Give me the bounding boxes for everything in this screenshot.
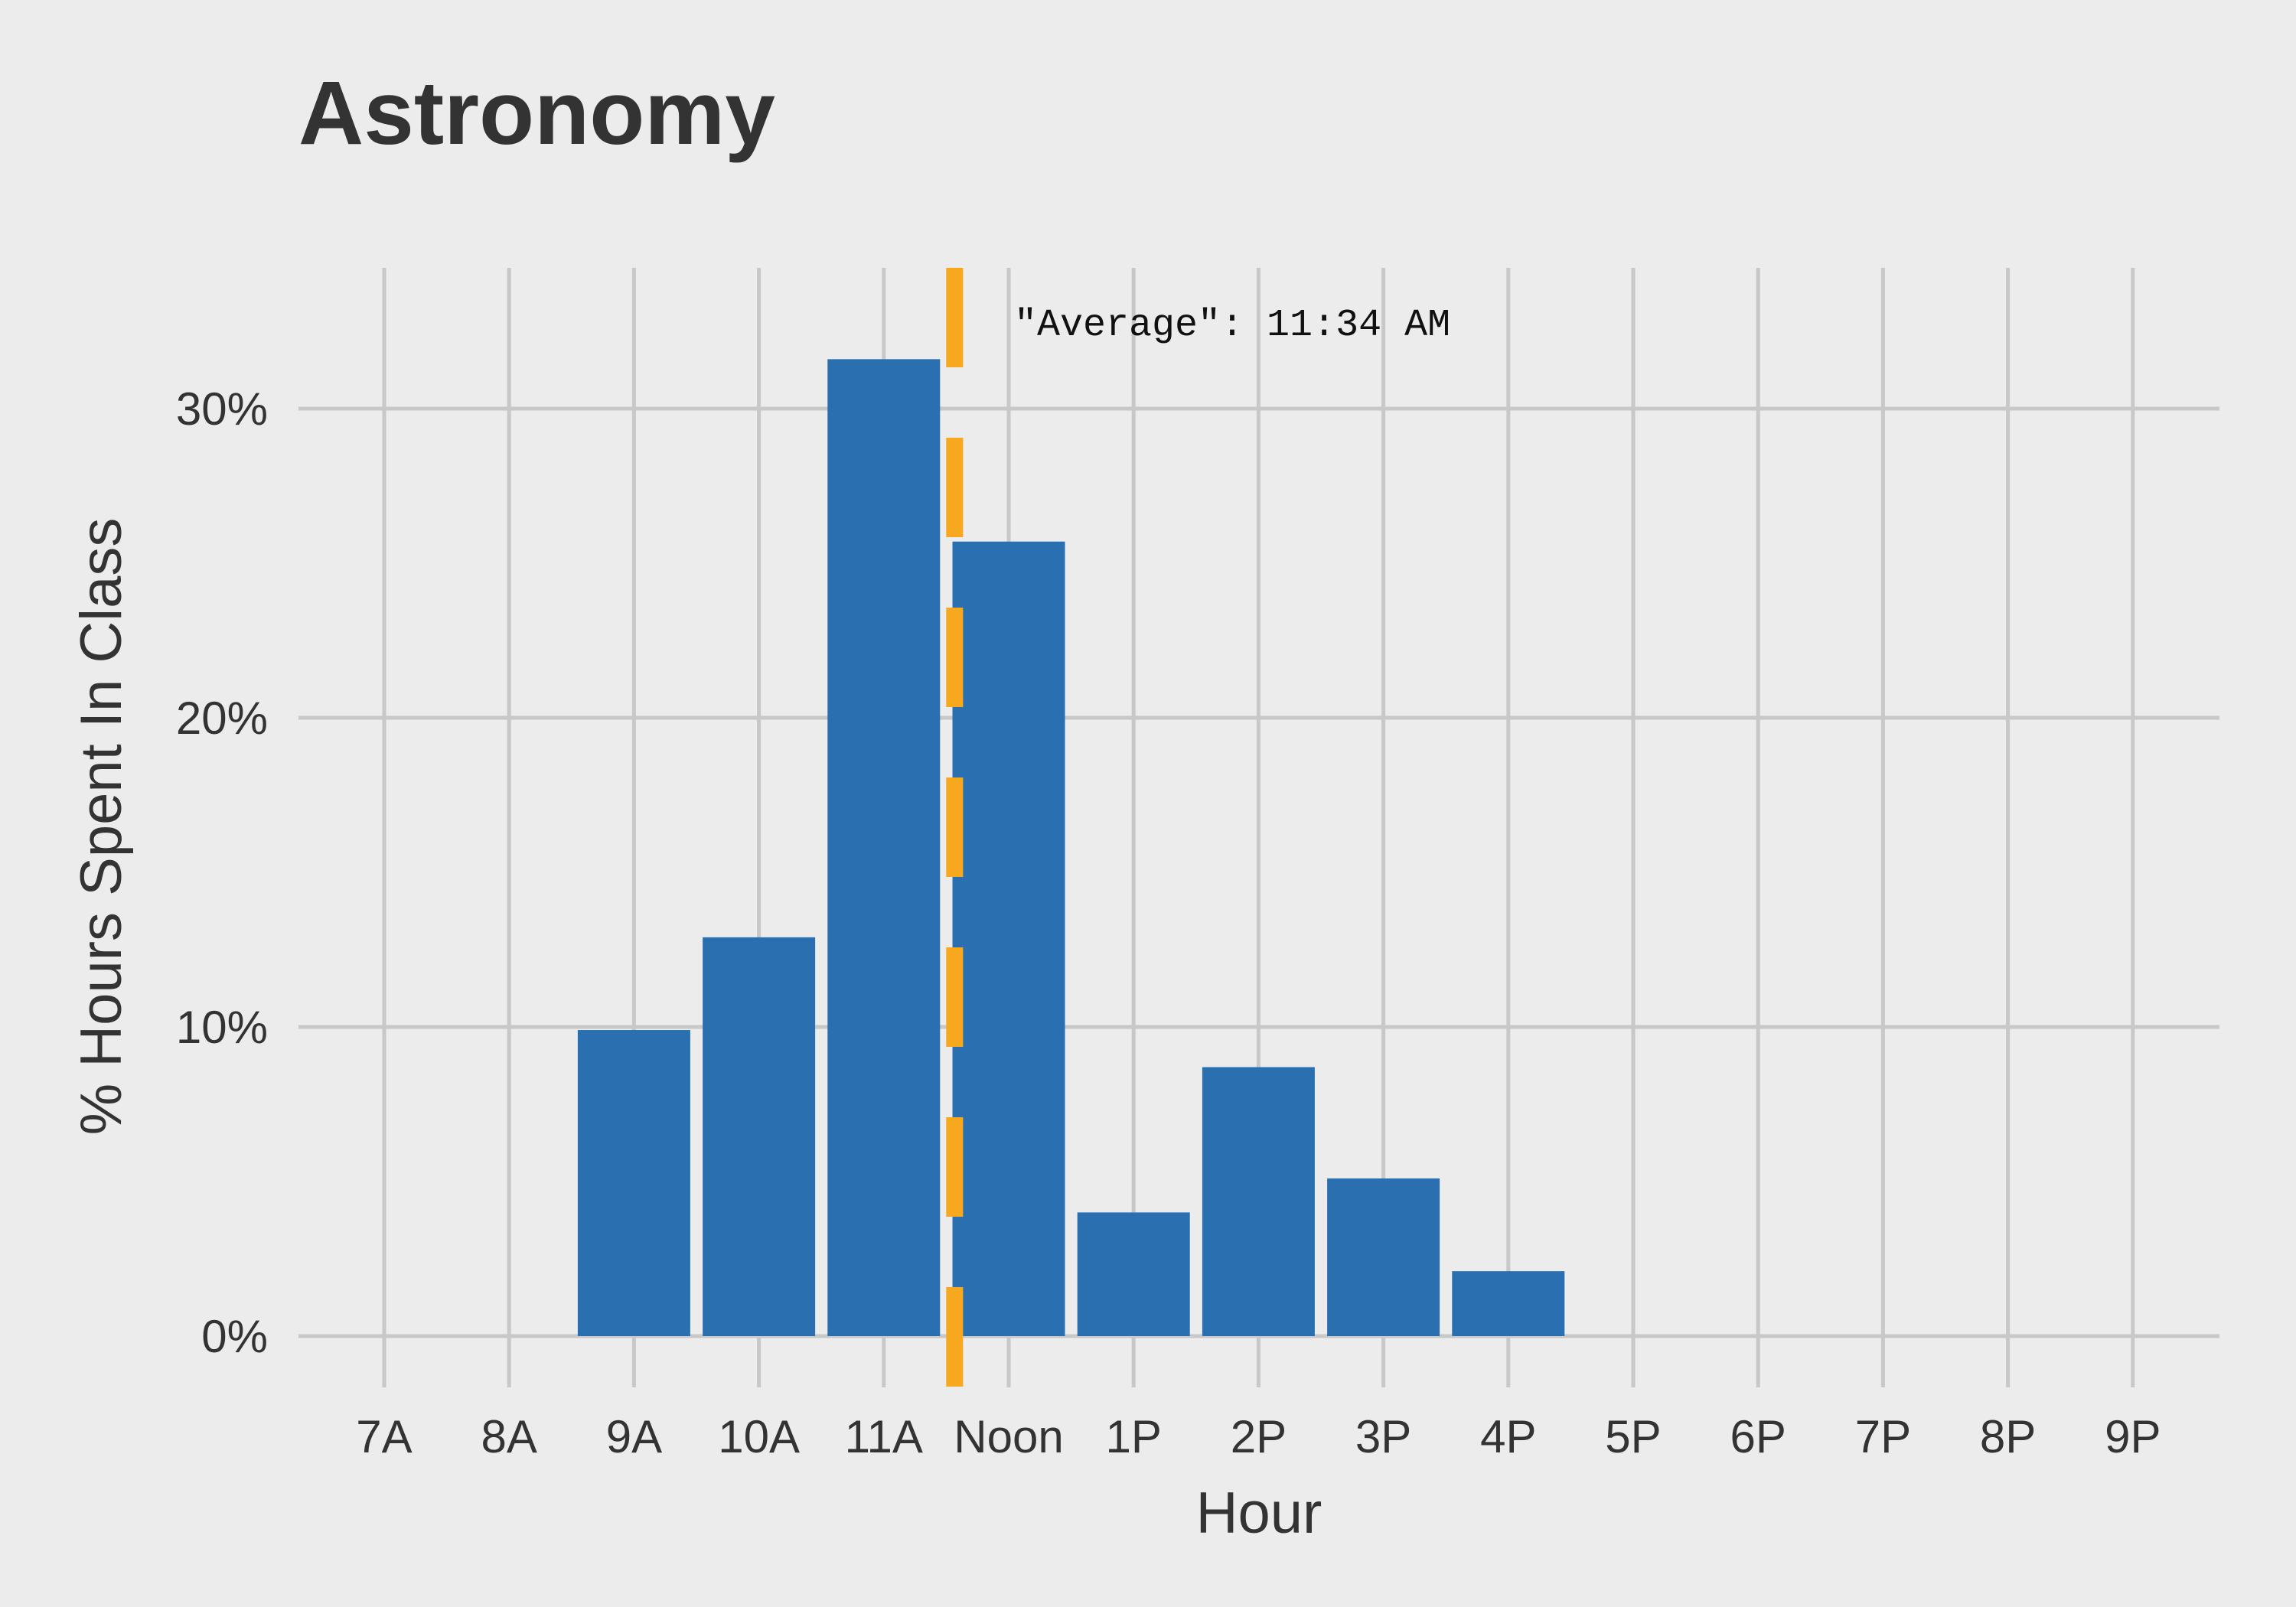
bar-10A [703, 937, 816, 1336]
x-tick-label: 8P [1980, 1411, 2036, 1462]
x-tick-label: Noon [954, 1411, 1063, 1462]
bars [577, 359, 1565, 1336]
x-tick-label: 8A [481, 1411, 537, 1462]
x-tick-label: 5P [1605, 1411, 1661, 1462]
y-tick-label: 20% [176, 693, 268, 744]
bar-Noon [952, 541, 1065, 1336]
bar-4P [1452, 1271, 1565, 1336]
x-tick-label: 2P [1231, 1411, 1287, 1462]
bar-3P [1327, 1178, 1440, 1336]
x-axis-title: Hour [1196, 1481, 1322, 1546]
chart-title: Astronomy [298, 63, 775, 164]
bar-11A [827, 359, 941, 1336]
y-tick-label: 30% [176, 383, 268, 435]
x-tick-label: 4P [1480, 1411, 1536, 1462]
x-tick-label: 7P [1855, 1411, 1911, 1462]
x-tick-label: 6P [1730, 1411, 1786, 1462]
y-axis-title: % Hours Spent In Class [69, 518, 134, 1136]
x-tick-label: 3P [1355, 1411, 1411, 1462]
average-annotation: "Average": 11:34 AM [1014, 304, 1450, 347]
x-tick-label: 9A [606, 1411, 662, 1462]
x-tick-label: 1P [1106, 1411, 1162, 1462]
x-tick-label: 10A [718, 1411, 800, 1462]
x-tick-label: 9P [2105, 1411, 2161, 1462]
bar-1P [1077, 1212, 1190, 1336]
x-axis-ticks: 7A 8A 9A 10A 11A Noon 1P 2P 3P 4P 5P 6P 7P 8P 9P [356, 1411, 2161, 1462]
y-tick-label: 0% [201, 1311, 268, 1362]
bar-2P [1202, 1067, 1315, 1336]
y-axis-ticks: 0% 10% 20% 30% [176, 383, 268, 1362]
x-tick-label: 7A [356, 1411, 412, 1462]
y-tick-label: 10% [176, 1002, 268, 1053]
x-tick-label: 11A [845, 1411, 923, 1462]
bar-9A [577, 1030, 690, 1336]
